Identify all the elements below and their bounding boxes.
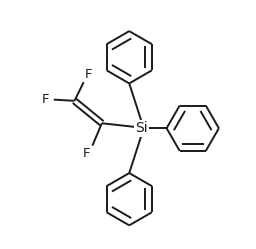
Text: Si: Si [135, 121, 148, 135]
Text: F: F [83, 147, 91, 160]
Text: F: F [84, 68, 92, 81]
Text: F: F [42, 93, 50, 106]
